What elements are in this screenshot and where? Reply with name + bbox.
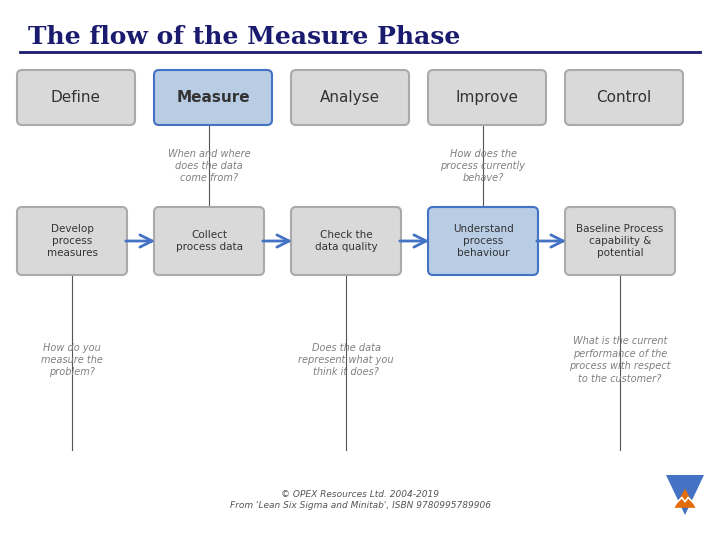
Text: Baseline Process
capability &
potential: Baseline Process capability & potential — [576, 224, 664, 259]
FancyBboxPatch shape — [565, 70, 683, 125]
Text: Improve: Improve — [456, 90, 518, 105]
Text: Collect
process data: Collect process data — [176, 230, 243, 252]
Text: Check the
data quality: Check the data quality — [315, 230, 377, 252]
Text: Measure: Measure — [176, 90, 250, 105]
Text: The flow of the Measure Phase: The flow of the Measure Phase — [28, 25, 460, 49]
Text: Control: Control — [596, 90, 652, 105]
Text: What is the current
performance of the
process with respect
to the customer?: What is the current performance of the p… — [570, 336, 671, 383]
FancyBboxPatch shape — [428, 70, 546, 125]
Text: How do you
measure the
problem?: How do you measure the problem? — [41, 342, 103, 377]
FancyBboxPatch shape — [291, 70, 409, 125]
Text: Develop
process
measures: Develop process measures — [47, 224, 97, 259]
Text: Understand
process
behaviour: Understand process behaviour — [453, 224, 513, 259]
Text: How does the
process currently
behave?: How does the process currently behave? — [441, 148, 526, 184]
Polygon shape — [675, 489, 696, 508]
FancyBboxPatch shape — [17, 70, 135, 125]
Text: Analyse: Analyse — [320, 90, 380, 105]
Text: Does the data
represent what you
think it does?: Does the data represent what you think i… — [298, 342, 394, 377]
FancyBboxPatch shape — [565, 207, 675, 275]
FancyBboxPatch shape — [428, 207, 538, 275]
FancyBboxPatch shape — [17, 207, 127, 275]
FancyBboxPatch shape — [154, 70, 272, 125]
Polygon shape — [666, 475, 704, 515]
Text: Define: Define — [51, 90, 101, 105]
Text: © OPEX Resources Ltd. 2004-2019
From 'Lean Six Sigma and Minitab', ISBN 97809957: © OPEX Resources Ltd. 2004-2019 From 'Le… — [230, 490, 490, 510]
Text: When and where
does the data
come from?: When and where does the data come from? — [168, 148, 251, 184]
FancyBboxPatch shape — [154, 207, 264, 275]
FancyBboxPatch shape — [291, 207, 401, 275]
